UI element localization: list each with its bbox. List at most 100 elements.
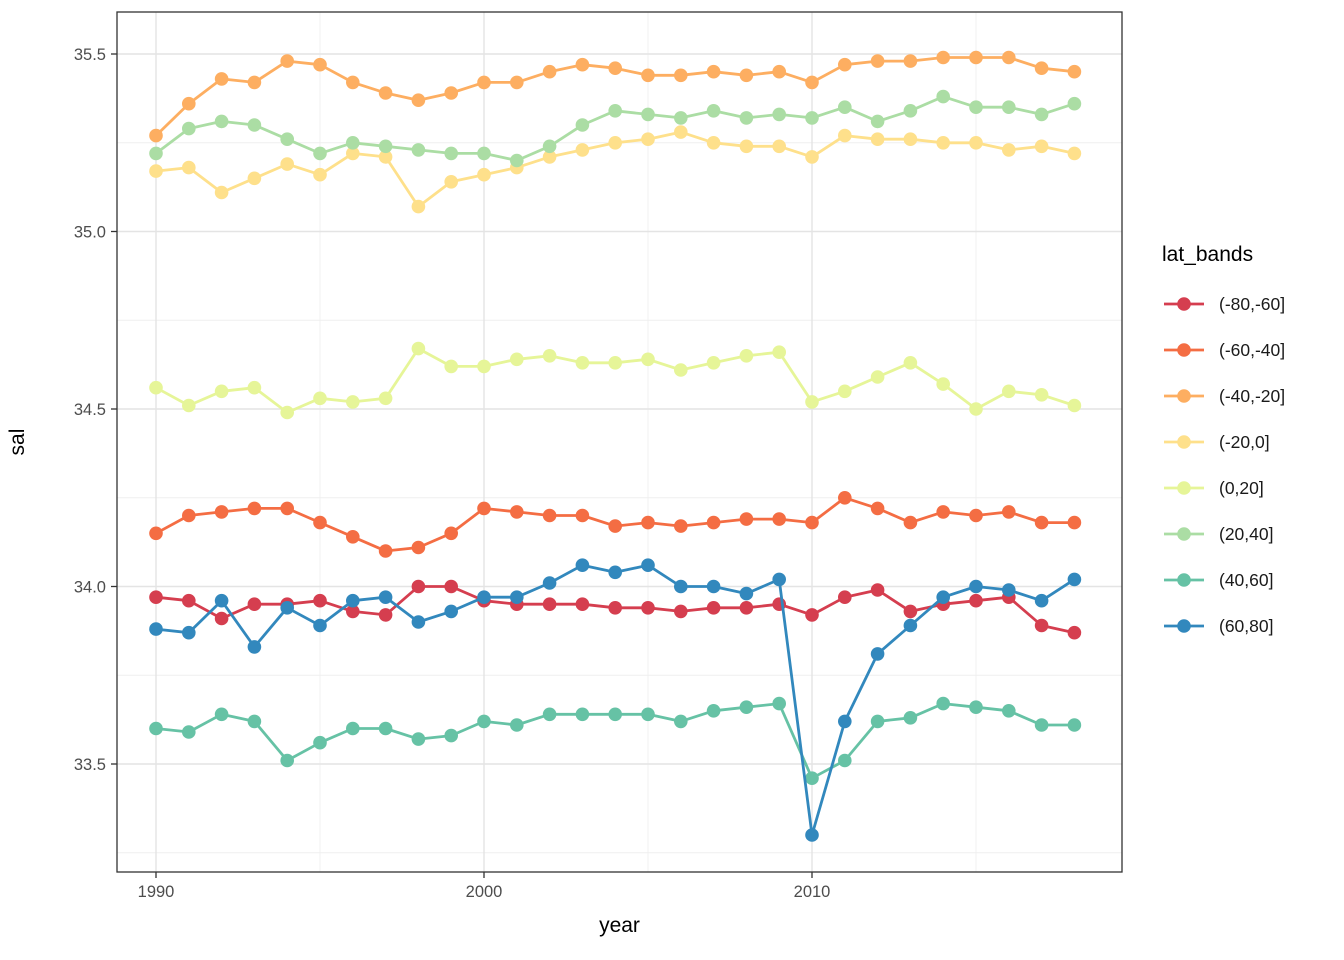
data-point	[477, 167, 491, 182]
legend-key-point	[1177, 527, 1191, 541]
data-point	[542, 707, 557, 722]
legend-key-point	[1177, 343, 1191, 357]
data-point	[805, 395, 819, 409]
data-point	[641, 107, 655, 122]
data-point	[838, 714, 852, 729]
data-point	[1034, 718, 1049, 732]
data-point	[182, 121, 196, 136]
data-point	[1034, 593, 1049, 608]
data-point	[969, 136, 983, 150]
data-point	[608, 707, 622, 722]
data-point	[444, 604, 459, 619]
data-point	[674, 68, 688, 83]
legend-label: (-60,-40]	[1219, 340, 1285, 360]
data-point	[149, 590, 163, 604]
y-tick-label: 34.0	[74, 579, 106, 597]
data-point	[247, 501, 262, 516]
y-tick-label: 34.5	[74, 401, 106, 419]
data-point	[772, 107, 786, 122]
data-point	[608, 601, 622, 615]
data-point	[706, 515, 721, 530]
data-point	[280, 753, 295, 768]
data-point	[838, 491, 852, 505]
data-point	[870, 583, 885, 597]
data-point	[674, 604, 688, 619]
data-point	[313, 167, 327, 182]
data-point	[969, 402, 983, 416]
data-point	[149, 622, 163, 636]
data-point	[346, 593, 360, 608]
data-point	[1002, 143, 1016, 157]
data-point	[378, 86, 393, 100]
data-point	[772, 64, 786, 79]
data-point	[706, 356, 721, 370]
x-tick-label: 2000	[466, 883, 503, 901]
data-point	[247, 75, 262, 90]
data-point	[903, 604, 918, 619]
data-point	[214, 707, 229, 722]
data-point	[1067, 718, 1082, 732]
data-point	[378, 544, 393, 558]
legend-item: (40,60]	[1164, 570, 1273, 590]
data-point	[346, 604, 360, 619]
y-axis-title: sal	[6, 428, 29, 456]
data-point	[411, 199, 426, 214]
data-point	[838, 100, 852, 114]
data-point	[969, 508, 983, 523]
data-point	[936, 136, 950, 150]
data-point	[182, 160, 196, 175]
data-point	[641, 707, 655, 722]
data-point	[870, 501, 885, 516]
data-point	[1067, 64, 1082, 79]
data-point	[149, 146, 163, 161]
series-(40,60]	[149, 696, 1082, 785]
data-point	[739, 139, 754, 154]
data-point	[739, 586, 754, 601]
data-point	[411, 143, 426, 157]
data-point	[313, 735, 327, 750]
data-point	[1034, 515, 1049, 530]
data-point	[542, 150, 557, 164]
data-point	[149, 380, 163, 395]
data-point	[706, 704, 721, 718]
data-point	[411, 732, 426, 746]
data-point	[214, 72, 229, 86]
data-point	[1002, 583, 1016, 597]
panel-border	[116, 11, 1123, 873]
data-point	[1067, 625, 1082, 640]
data-point	[1067, 146, 1082, 161]
data-point	[510, 505, 524, 519]
data-point	[280, 501, 295, 516]
data-point	[313, 146, 327, 161]
legend-key-point	[1177, 619, 1191, 633]
data-point	[542, 508, 557, 523]
legend-item: (0,20]	[1164, 478, 1264, 498]
data-point	[477, 590, 491, 604]
data-point	[378, 721, 393, 736]
series-(-60,-40]	[149, 491, 1082, 558]
data-point	[182, 625, 196, 640]
data-point	[346, 530, 360, 544]
data-point	[1034, 388, 1049, 402]
data-point	[542, 597, 557, 611]
data-point	[214, 185, 229, 200]
data-point	[182, 593, 196, 608]
data-point	[1002, 100, 1016, 114]
data-point	[542, 576, 557, 590]
panel-background	[117, 12, 1122, 872]
y-tick-label: 35.5	[74, 46, 106, 64]
data-point	[870, 647, 885, 661]
data-point	[247, 380, 262, 395]
data-point	[1034, 107, 1049, 122]
data-point	[378, 608, 393, 622]
data-point	[510, 75, 524, 90]
data-point	[1067, 572, 1082, 587]
data-point	[739, 111, 754, 125]
data-point	[247, 714, 262, 729]
data-point	[575, 558, 590, 572]
y-tick-label: 33.5	[74, 756, 106, 774]
data-point	[608, 519, 622, 533]
data-point	[1034, 61, 1049, 75]
data-point	[1002, 50, 1016, 65]
